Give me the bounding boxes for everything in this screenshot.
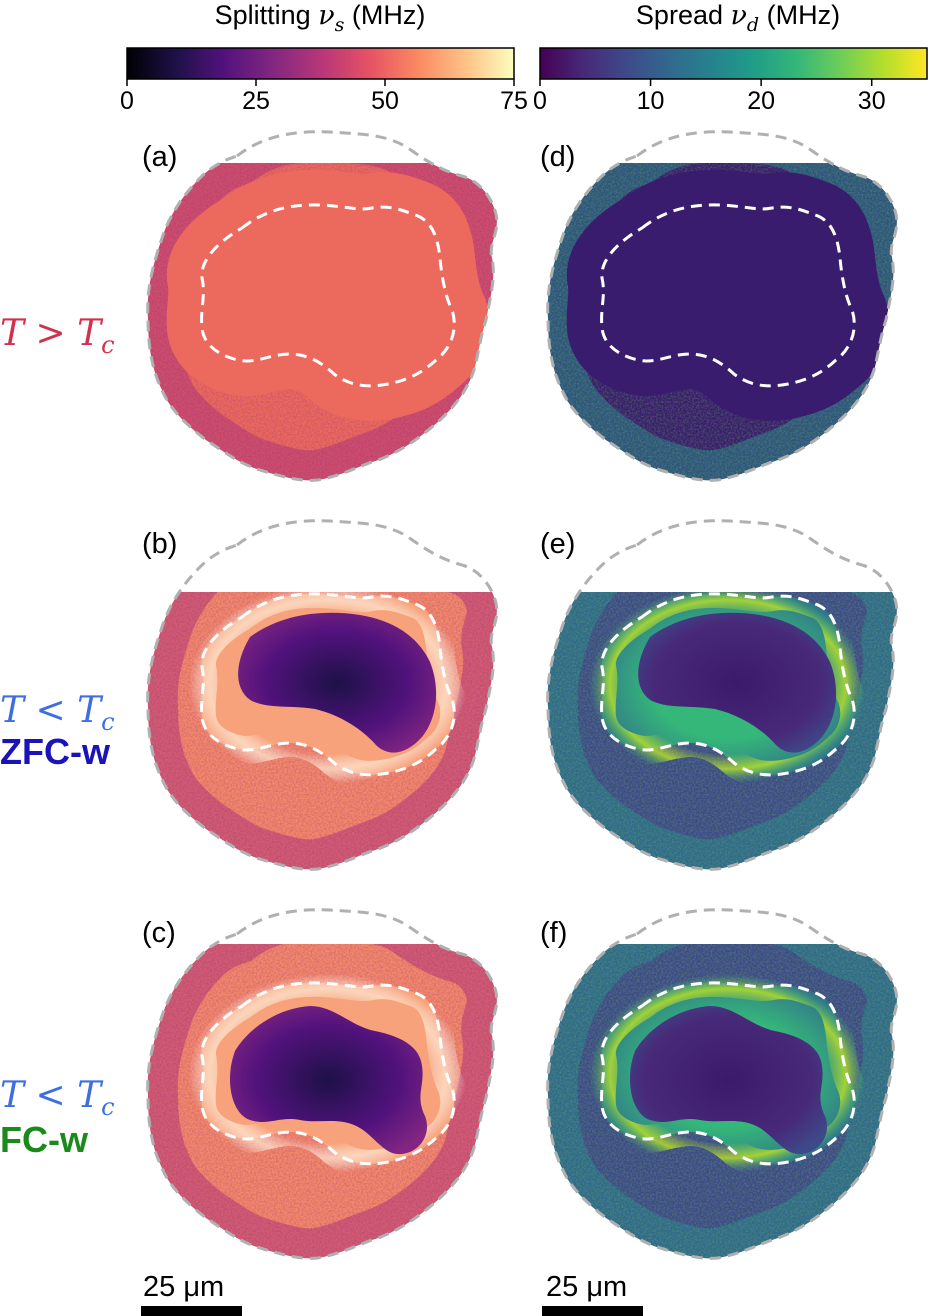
scalebar-left: 25 μm: [141, 1271, 242, 1316]
panel-label-e: (e): [540, 528, 575, 560]
map-image: [547, 592, 897, 870]
row-label-zfc-math: T < Tc: [0, 690, 115, 736]
scalebar-left-bar: [141, 1306, 242, 1316]
row-label-normal-math-main: T > T: [0, 313, 104, 354]
colorbar-tick-label: 0: [533, 87, 547, 115]
colorbar-splitting-bar: [126, 47, 515, 80]
colorbar-tick-label: 25: [242, 87, 270, 115]
map-image: [147, 592, 497, 870]
row-label-zfc-math-main: T < T: [0, 690, 104, 731]
map-panels: [146, 130, 899, 1260]
map-image: [547, 944, 897, 1259]
region-outline: [600, 203, 856, 388]
sample-outline: [546, 908, 899, 1260]
sample-outline: [146, 908, 499, 1260]
panel-label-f: (f): [540, 917, 567, 949]
colorbar-spread-bar: [539, 47, 928, 80]
colorbar-splitting: Splitting νs (MHz) 0 25 50 75: [120, 0, 528, 115]
colorbar-tick-label: 30: [858, 87, 886, 115]
panel-label-b: (b): [142, 528, 177, 560]
sample-outline: [546, 519, 899, 871]
colorbar-spread-label-symbol: ν: [731, 0, 747, 31]
colorbar-tick-label: 50: [371, 87, 399, 115]
region-outline: [200, 203, 456, 388]
row-label-normal-math: T > Tc: [0, 313, 115, 359]
row-label-fc-math-main: T < T: [0, 1075, 104, 1116]
colorbar-tick-label: 20: [747, 87, 775, 115]
sample-outline: [146, 519, 499, 871]
colorbar-splitting-label-text: Splitting: [215, 0, 319, 30]
map-panel-d: [546, 130, 899, 482]
map-panel-b: [146, 519, 499, 871]
row-label-fc-math: T < Tc: [0, 1075, 115, 1121]
region-outline: [600, 592, 856, 777]
colorbar-splitting-ticks: 0 25 50 75: [120, 79, 528, 115]
scalebar-left-label: 25 μm: [143, 1271, 224, 1303]
sample-outline: [546, 130, 899, 482]
colorbar-spread-label-text: Spread: [636, 0, 731, 30]
colorbar-spread-label: Spread νd (MHz): [636, 0, 840, 36]
row-label-fc-math-sub: c: [101, 1093, 114, 1121]
colorbar-tick-label: 10: [637, 87, 665, 115]
map-image: [547, 163, 897, 481]
colorbar-spread-ticks: 0 10 20 30: [533, 79, 886, 115]
colorbar-splitting-label-unit: (MHz): [344, 0, 425, 30]
scalebar-right-bar: [542, 1306, 643, 1316]
colorbar-spread-label-sub: d: [747, 14, 759, 36]
row-label-zfc: T < Tc ZFC-w: [0, 690, 115, 772]
panel-label-d: (d): [540, 141, 575, 173]
map-image: [147, 163, 497, 481]
map-panel-c: [146, 908, 499, 1260]
map-panel-f: [546, 908, 899, 1260]
colorbar-tick-label: 0: [120, 87, 134, 115]
map-panel-a: [146, 130, 499, 482]
colorbar-tick-label: 75: [500, 87, 528, 115]
row-label-normal: T > Tc: [0, 313, 115, 359]
colorbar-splitting-label-symbol: ν: [318, 0, 334, 31]
colorbar-splitting-label: Splitting νs (MHz): [215, 0, 426, 36]
row-label-fc-tag: FC-w: [0, 1119, 89, 1160]
colorbar-splitting-label-sub: s: [335, 14, 345, 36]
row-label-normal-math-sub: c: [101, 331, 114, 359]
colorbar-spread: Spread νd (MHz) 0 10 20 30: [533, 0, 928, 115]
sample-outline: [146, 130, 499, 482]
region-outline: [600, 981, 856, 1166]
scalebar-right: 25 μm: [542, 1271, 643, 1316]
row-label-zfc-math-sub: c: [101, 708, 114, 736]
map-panel-e: [546, 519, 899, 871]
region-outline: [200, 981, 456, 1166]
map-image: [147, 944, 497, 1259]
region-outline: [200, 592, 456, 777]
row-label-zfc-tag: ZFC-w: [0, 731, 111, 772]
panel-label-c: (c): [142, 917, 176, 949]
panel-label-a: (a): [142, 141, 177, 173]
scalebar-right-label: 25 μm: [546, 1271, 627, 1303]
colorbar-spread-label-unit: (MHz): [759, 0, 840, 30]
row-label-fc: T < Tc FC-w: [0, 1075, 115, 1160]
